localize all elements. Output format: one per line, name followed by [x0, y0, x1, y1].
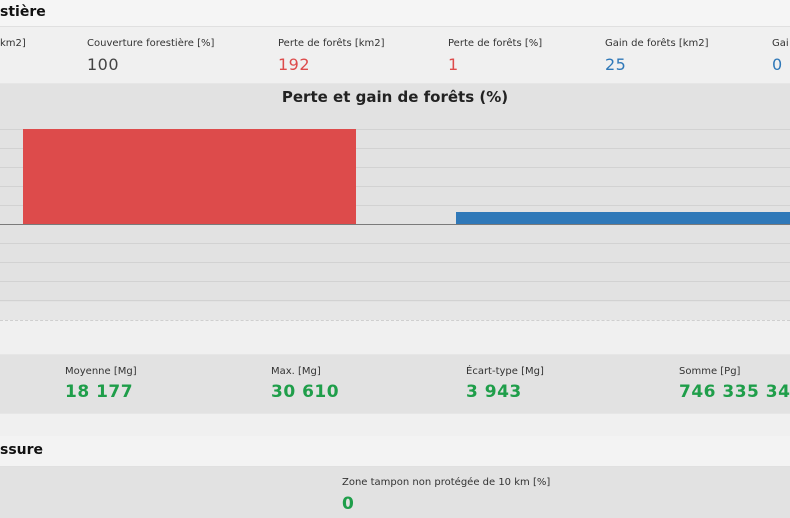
pressure-gap	[0, 414, 790, 436]
chart-gridline	[0, 300, 790, 301]
chart-title: Perte et gain de forêts (%)	[281, 88, 509, 106]
stat-label-sum: Somme [Pg]	[679, 366, 741, 377]
chart-bar-gain[interactable]	[456, 212, 790, 224]
stat-value-max: 30 610	[271, 382, 340, 402]
forest-stats-row: km2] Couverture forestière [%] 100 Perte…	[0, 27, 790, 83]
chart-bar-perte[interactable]	[23, 129, 356, 224]
chart-gridline	[0, 148, 790, 149]
stat-value-sum: 746 335 348	[679, 382, 790, 402]
biomass-stats-row: Moyenne [Mg] 18 177 Max. [Mg] 30 610 Éca…	[0, 355, 790, 413]
divider	[0, 320, 790, 321]
chart-gridline	[0, 205, 790, 206]
stat-label-forest-loss-pct: Perte de forêts [%]	[448, 38, 543, 49]
stat-label-mean: Moyenne [Mg]	[65, 366, 137, 377]
stat-label-forest-cover: Couverture forestière [%]	[87, 38, 215, 49]
chart-gridline	[0, 129, 790, 130]
pressure-section-title: ssure	[0, 442, 44, 458]
stat-value-forest-cover: 100	[87, 55, 120, 74]
stat-label-max: Max. [Mg]	[271, 366, 321, 377]
stat-value-forest-loss-pct: 1	[448, 55, 459, 74]
forest-cover-section-header: stière	[0, 0, 790, 27]
spacer-band	[0, 320, 790, 354]
stat-label-area: km2]	[0, 38, 26, 49]
forest-cover-section-title: stière	[0, 4, 46, 20]
stat-value-forest-gain-km2: 25	[605, 55, 627, 74]
chart-gridline	[0, 281, 790, 282]
chart-gridline	[0, 262, 790, 263]
chart-gridline	[0, 243, 790, 244]
stat-label-forest-loss-km2: Perte de forêts [km2]	[278, 38, 385, 49]
chart-gridline	[0, 167, 790, 168]
stat-value-mean: 18 177	[65, 382, 134, 402]
stat-label-std: Écart-type [Mg]	[466, 366, 544, 377]
stat-label-forest-gain-pct: Gai	[772, 38, 789, 49]
stat-value-forest-gain-pct: 0	[772, 55, 783, 74]
stat-label-buffer: Zone tampon non protégée de 10 km [%]	[342, 477, 551, 488]
stat-value-std: 3 943	[466, 382, 522, 402]
chart-gridline	[0, 186, 790, 187]
chart-zero-axis	[0, 224, 790, 225]
stat-label-forest-gain-km2: Gain de forêts [km2]	[605, 38, 709, 49]
stat-value-forest-loss-km2: 192	[278, 55, 311, 74]
stat-value-buffer: 0	[342, 494, 355, 514]
pressure-section-header: ssure	[0, 436, 790, 467]
pressure-stats-row: Zone tampon non protégée de 10 km [%] 0	[0, 467, 790, 518]
